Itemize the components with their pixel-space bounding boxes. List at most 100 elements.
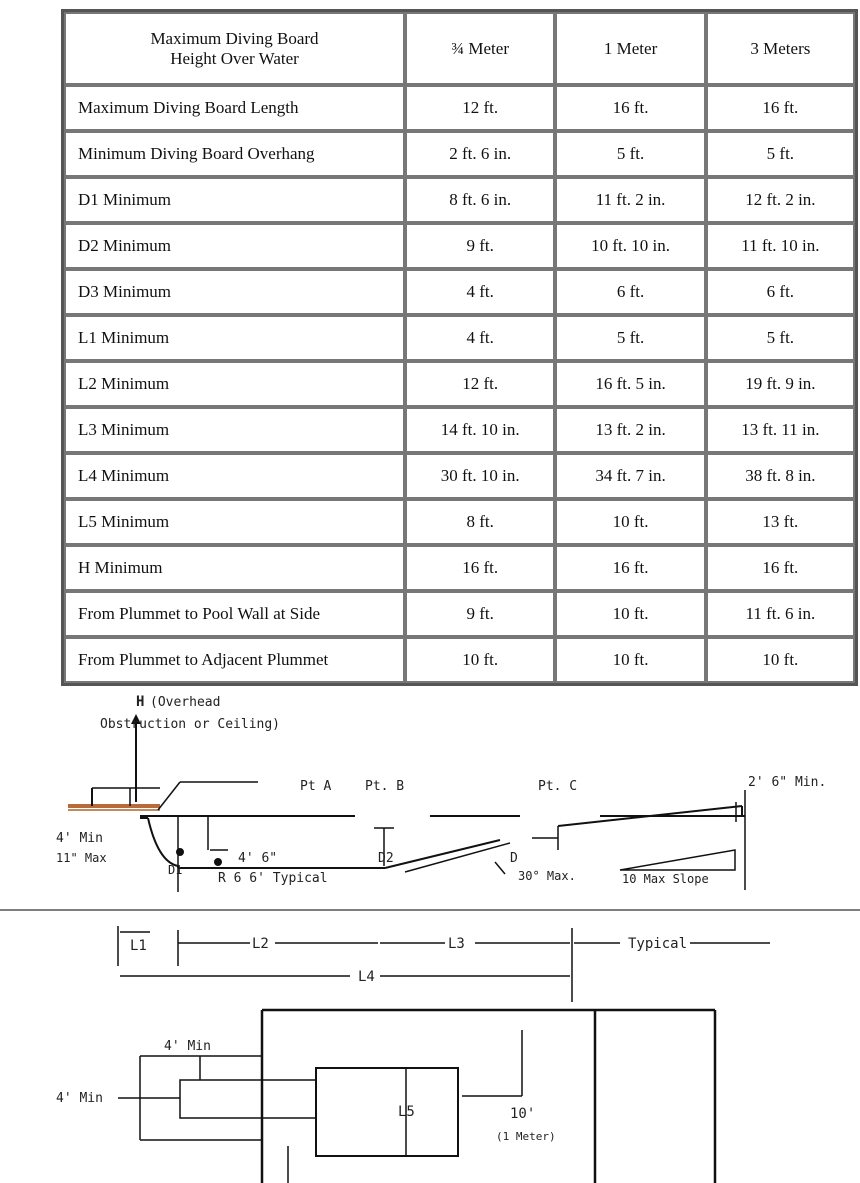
table-row: L5 Minimum 8 ft. 10 ft. 13 ft. — [64, 499, 855, 545]
d2-label: D2 — [378, 851, 394, 866]
row-label-cell: L4 Minimum — [64, 453, 405, 499]
h-letter: H — [136, 694, 144, 710]
table-row: From Plummet to Adjacent Plummet 10 ft. 10… — [64, 637, 855, 683]
slope-triangle — [619, 849, 736, 871]
row-value-cell: 16 ft. — [705, 85, 855, 131]
pt-a-leader-diag — [157, 781, 181, 811]
row-value-cell: 11 ft. 2 in. — [555, 177, 706, 223]
l1-label: L1 — [130, 938, 147, 954]
header-col-3-4-meter: ¾ Meter — [405, 12, 556, 85]
row-value-cell: 10 ft. — [705, 637, 855, 683]
header-label-line1: Maximum Diving Board — [150, 28, 319, 48]
row-value-cell: 12 ft. 2 in. — [705, 177, 855, 223]
row-value-cell: 13 ft. 2 in. — [555, 407, 706, 453]
row-value-cell: 9 ft. — [405, 591, 556, 637]
row-value-cell: 9 ft. — [405, 223, 556, 269]
radius-center — [214, 858, 222, 866]
row-label-cell: L5 Minimum — [64, 499, 405, 545]
h-arrow-head — [131, 714, 141, 724]
pt-c-label: Pt. C — [538, 779, 577, 794]
radius-label: R 6 6' Typical — [218, 871, 328, 886]
row-value-cell: 16 ft. 5 in. — [555, 361, 706, 407]
l2-label: L2 — [252, 936, 269, 952]
row-value-cell: 10 ft. — [555, 637, 706, 683]
row-value-cell: 34 ft. 7 in. — [555, 453, 706, 499]
row-label-cell: From Plummet to Adjacent Plummet — [64, 637, 405, 683]
board-plan — [179, 1079, 317, 1119]
row-value-cell: 16 ft. — [705, 545, 855, 591]
row-value-cell: 8 ft. 6 in. — [405, 177, 556, 223]
row-value-cell: 11 ft. 6 in. — [705, 591, 855, 637]
l3-label: L3 — [448, 936, 465, 952]
four-min-label: 4' Min — [56, 831, 103, 846]
row-value-cell: 13 ft. 11 in. — [705, 407, 855, 453]
h-label-line2: Obstruction or Ceiling) — [100, 717, 280, 732]
row-value-cell: 30 ft. 10 in. — [405, 453, 556, 499]
typical-label: Typical — [628, 936, 687, 952]
pt-b-label: Pt. B — [365, 779, 404, 794]
deep-end-min-label: 2' 6" Min. — [748, 775, 826, 790]
eleven-max-label: 11" Max — [56, 851, 107, 865]
row-value-cell: 19 ft. 9 in. — [705, 361, 855, 407]
row-value-cell: 16 ft. — [555, 85, 706, 131]
row-value-cell: 10 ft. 10 in. — [555, 223, 706, 269]
pool-shallow-floor — [557, 805, 743, 827]
table-row: D3 Minimum 4 ft. 6 ft. 6 ft. — [64, 269, 855, 315]
row-value-cell: 14 ft. 10 in. — [405, 407, 556, 453]
ten-ft-label: 10' — [510, 1106, 535, 1122]
row-value-cell: 13 ft. — [705, 499, 855, 545]
row-label-cell: D3 Minimum — [64, 269, 405, 315]
d1-label: D1 — [168, 863, 182, 877]
row-value-cell: 38 ft. 8 in. — [705, 453, 855, 499]
pool-wall-curve — [147, 817, 179, 868]
row-label-cell: D1 Minimum — [64, 177, 405, 223]
one-meter-label: (1 Meter) — [496, 1130, 556, 1143]
header-col-1-meter: 1 Meter — [555, 12, 706, 85]
table-row: From Plummet to Pool Wall at Side 9 ft. 10… — [64, 591, 855, 637]
row-value-cell: 2 ft. 6 in. — [405, 131, 556, 177]
thirty-max-label: 30° Max. — [518, 869, 576, 883]
table-row: L2 Minimum 12 ft. 16 ft. 5 in. 19 ft. 9 in. — [64, 361, 855, 407]
radius-point — [176, 848, 184, 856]
row-value-cell: 12 ft. — [405, 361, 556, 407]
row-value-cell: 4 ft. — [405, 269, 556, 315]
l4-label: L4 — [358, 969, 375, 985]
table-row: Minimum Diving Board Overhang 2 ft. 6 in.… — [64, 131, 855, 177]
row-label-cell: Minimum Diving Board Overhang — [64, 131, 405, 177]
row-value-cell: 5 ft. — [555, 315, 706, 361]
table-row: D2 Minimum 9 ft. 10 ft. 10 in. 11 ft. 10 in… — [64, 223, 855, 269]
angle-arc — [494, 861, 506, 875]
slope-guide — [404, 842, 511, 873]
row-value-cell: 10 ft. — [405, 637, 556, 683]
d-label: D — [510, 851, 518, 866]
row-label-cell: D2 Minimum — [64, 223, 405, 269]
row-value-cell: 16 ft. — [405, 545, 556, 591]
header-col-3-meters: 3 Meters — [705, 12, 855, 85]
header-label-cell: Maximum Diving Board Height Over Water — [64, 12, 405, 85]
diving-board-dimension-table: Maximum Diving Board Height Over Water ¾… — [61, 9, 858, 686]
pool-slope-1 — [384, 839, 501, 869]
row-label-cell: L1 Minimum — [64, 315, 405, 361]
row-value-cell: 6 ft. — [555, 269, 706, 315]
row-label-cell: From Plummet to Pool Wall at Side — [64, 591, 405, 637]
row-value-cell: 11 ft. 10 in. — [705, 223, 855, 269]
table-row: L1 Minimum 4 ft. 5 ft. 5 ft. — [64, 315, 855, 361]
row-value-cell: 4 ft. — [405, 315, 556, 361]
four-six-label: 4' 6" — [238, 851, 277, 866]
h-label-line1: (Overhead — [150, 695, 220, 710]
table-row: D1 Minimum 8 ft. 6 in. 11 ft. 2 in. 12 ft. … — [64, 177, 855, 223]
row-value-cell: 5 ft. — [555, 131, 706, 177]
row-value-cell: 5 ft. — [705, 315, 855, 361]
plan-four-min-left-label: 4' Min — [56, 1091, 103, 1106]
row-value-cell: 8 ft. — [405, 499, 556, 545]
table-header-row: Maximum Diving Board Height Over Water ¾… — [64, 12, 855, 85]
row-label-cell: H Minimum — [64, 545, 405, 591]
l5-label: L5 — [398, 1104, 415, 1120]
row-value-cell: 5 ft. — [705, 131, 855, 177]
row-value-cell: 16 ft. — [555, 545, 706, 591]
row-value-cell: 10 ft. — [555, 591, 706, 637]
row-value-cell: 12 ft. — [405, 85, 556, 131]
dimension-table-container: Maximum Diving Board Height Over Water ¾… — [61, 9, 858, 686]
table-row: Maximum Diving Board Length 12 ft. 16 ft. 1… — [64, 85, 855, 131]
row-label-cell: L2 Minimum — [64, 361, 405, 407]
